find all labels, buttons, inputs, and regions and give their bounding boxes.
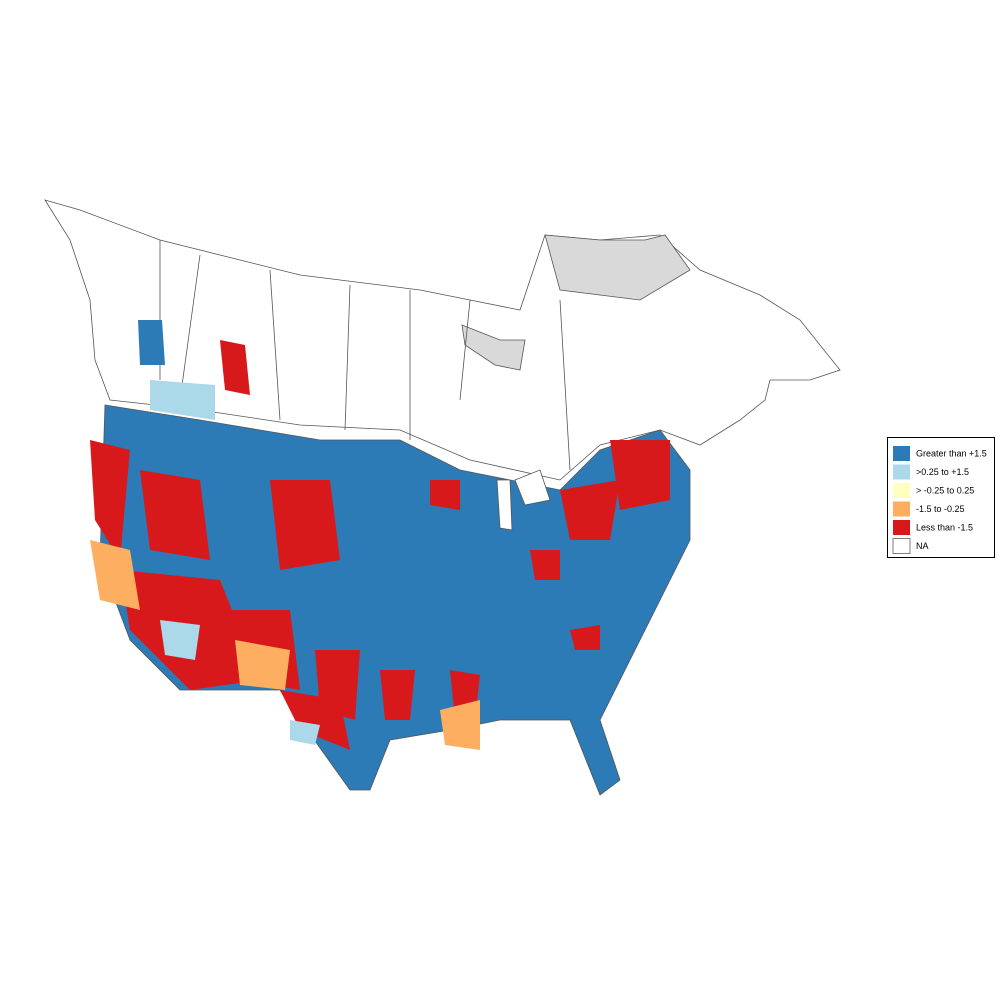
legend-label: NA	[916, 541, 929, 551]
legend-label: > -0.25 to 0.25	[916, 485, 974, 495]
legend-swatch	[893, 464, 910, 480]
canada	[44, 199, 841, 481]
legend-swatch	[892, 538, 911, 554]
legend-label: Less than -1.5	[916, 522, 973, 532]
legend-swatch	[893, 483, 910, 498]
legend-label: >0.25 to +1.5	[916, 467, 969, 477]
legend: Greater than +1.5 >0.25 to +1.5 > -0.25 to…	[887, 437, 995, 558]
legend-swatch	[893, 446, 910, 461]
legend-label: -1.5 to -0.25	[916, 504, 965, 514]
legend-label: Greater than +1.5	[916, 448, 987, 458]
legend-swatch	[893, 520, 910, 535]
usa	[90, 320, 691, 796]
legend-swatch	[893, 501, 910, 517]
